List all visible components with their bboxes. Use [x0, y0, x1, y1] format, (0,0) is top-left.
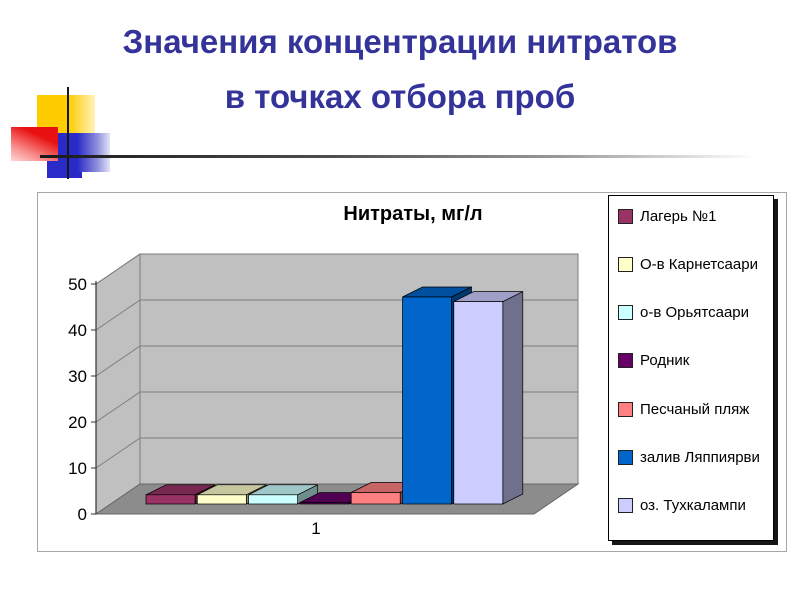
legend-item: о-в Орьятсаари: [618, 304, 769, 321]
yellow-square: [37, 95, 95, 133]
x-category-label: 1: [311, 519, 320, 538]
cross-vertical-line: [67, 87, 69, 179]
legend-swatch-icon: [618, 305, 633, 321]
bar: [402, 296, 452, 505]
slide-title-line1: Значения концентрации нитратов: [122, 23, 678, 60]
legend-swatch-icon: [618, 401, 633, 417]
legend-item: оз. Тухкалампи: [618, 497, 769, 514]
slide-title: Значения концентрации нитратов в точках …: [0, 14, 800, 124]
bar-side-face: [502, 291, 524, 505]
y-tick-label: 10: [68, 459, 87, 478]
bar: [145, 494, 196, 505]
legend-swatch-icon: [618, 353, 633, 369]
chart-title: Нитраты, мг/л: [343, 203, 483, 225]
divider-line: [40, 155, 763, 158]
bar: [299, 502, 350, 505]
bar: [453, 301, 504, 505]
y-tick-label: 50: [68, 275, 87, 294]
legend-swatch-icon: [618, 497, 633, 513]
chart-legend: Лагерь №1 О-в Карнетсаари о-в Орьятсаари Ро…: [608, 195, 774, 541]
legend-swatch-icon: [618, 257, 633, 273]
legend-swatch-icon: [618, 449, 633, 465]
legend-item: О-в Карнетсаари: [618, 256, 769, 273]
legend-swatch-icon: [618, 209, 633, 224]
legend-label: о-в Орьятсаари: [640, 304, 750, 322]
legend-item: залив Ляппиярви: [618, 449, 769, 466]
gridline-diagonal: [95, 345, 141, 377]
legend-item: Родник: [618, 352, 769, 369]
blue-square-tail: [47, 172, 82, 178]
bar: [196, 494, 247, 505]
chart-area: 0 10 20 30 40 50 1 Нитраты, мг/л Лагерь №1 О-в …: [37, 192, 787, 552]
legend-item: Лагерь №1: [618, 208, 769, 225]
bar: [248, 494, 298, 505]
gridline-diagonal: [95, 253, 141, 285]
slide-title-line2: в точках отбора проб: [224, 78, 576, 115]
legend-item: Песчаный пляж: [618, 401, 769, 418]
legend-label: Песчаный пляж: [640, 400, 750, 418]
gridline-diagonal: [95, 437, 141, 469]
legend-label: залив Ляппиярви: [640, 448, 760, 466]
legend-label: Родник: [640, 352, 690, 370]
bar: [350, 492, 401, 505]
legend-label: оз. Тухкалампи: [640, 496, 746, 514]
plot-3d: 0 10 20 30 40 50 1: [68, 253, 580, 538]
gridline-diagonal: [95, 391, 141, 423]
plot-left-wall: [95, 253, 141, 515]
y-tick-label: 30: [68, 367, 87, 386]
y-tick-label: 20: [68, 413, 87, 432]
legend-label: Лагерь №1: [640, 208, 717, 225]
y-tick-label: 0: [78, 505, 87, 524]
decoration: [0, 0, 800, 190]
legend-label: О-в Карнетсаари: [640, 256, 758, 274]
y-tick-label: 40: [68, 321, 87, 340]
gridline-diagonal: [95, 299, 141, 331]
